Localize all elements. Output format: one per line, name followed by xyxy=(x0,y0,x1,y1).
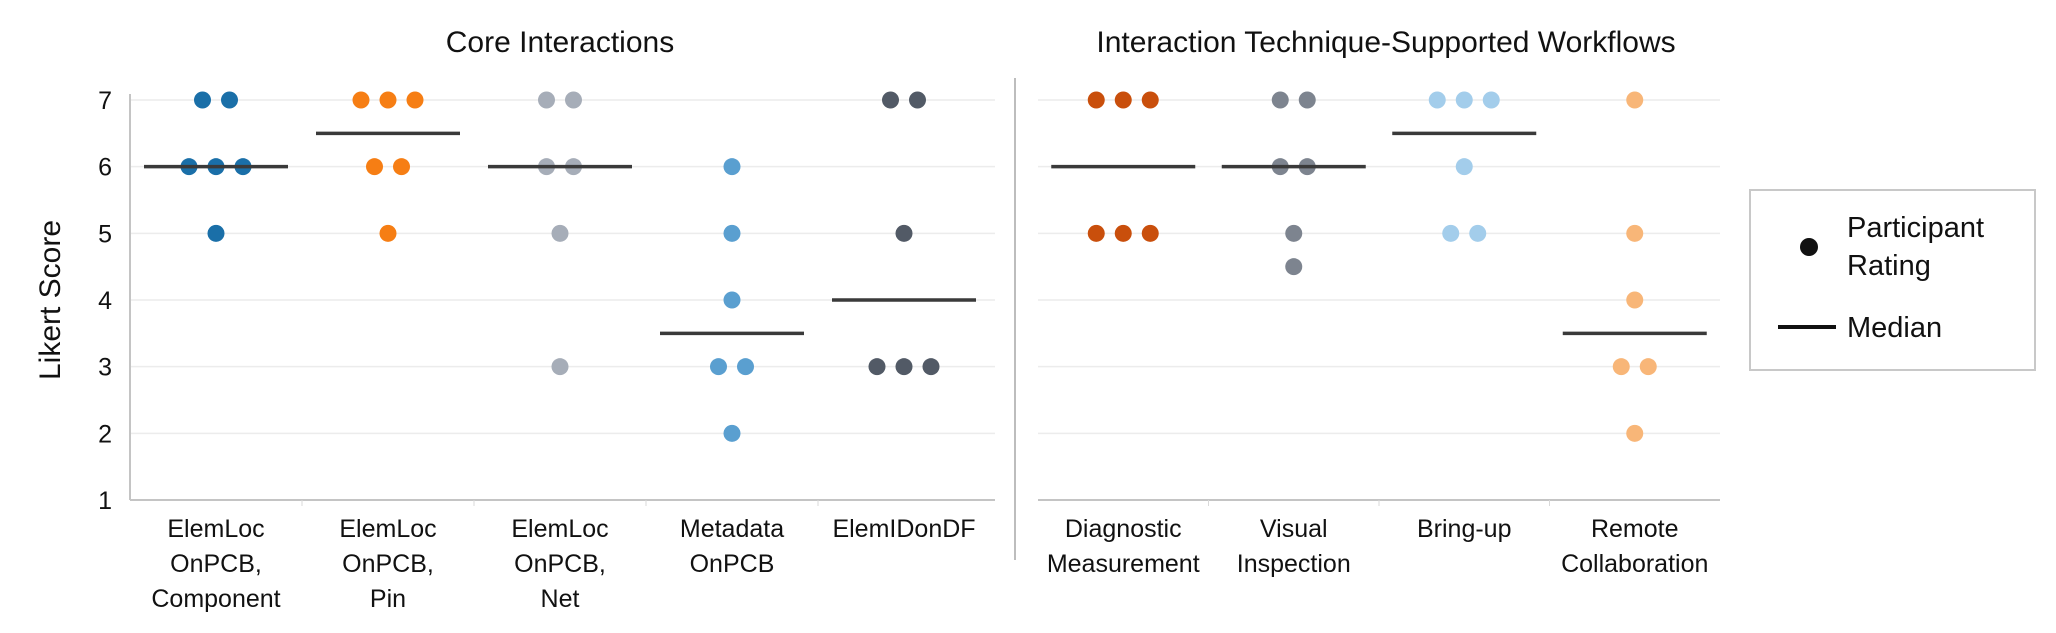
participant-rating-dot xyxy=(379,91,397,109)
category-label: Bring-up xyxy=(1417,515,1512,543)
y-tick-label: 4 xyxy=(98,287,112,315)
participant-rating-dot xyxy=(1469,224,1487,242)
participant-rating-dot xyxy=(895,358,913,376)
category-label: Remote xyxy=(1591,515,1679,543)
category-label: OnPCB, xyxy=(170,550,262,578)
category-label: Diagnostic xyxy=(1065,515,1182,543)
category-label: ElemLoc xyxy=(167,515,264,543)
participant-rating-dot xyxy=(922,358,940,376)
participant-rating-dot xyxy=(868,358,886,376)
participant-rating-dot xyxy=(538,91,555,109)
category-label: OnPCB xyxy=(690,550,775,578)
participant-rating-dot xyxy=(1087,91,1105,109)
category-label: Visual xyxy=(1260,515,1328,543)
participant-rating-dot xyxy=(895,224,913,242)
participant-rating-dot xyxy=(1141,91,1159,109)
panel-title: Interaction Technique-Supported Workflow… xyxy=(1096,26,1675,59)
category-label: OnPCB, xyxy=(342,550,434,578)
legend-label: Rating xyxy=(1847,250,1931,282)
participant-rating-dot xyxy=(406,91,424,109)
participant-rating-dot xyxy=(1141,224,1159,242)
y-tick-label: 3 xyxy=(98,354,112,382)
category-label: ElemLoc xyxy=(511,515,608,543)
category-label: Net xyxy=(541,585,580,613)
participant-rating-dot xyxy=(207,224,225,242)
category-label: ElemIDonDF xyxy=(832,515,975,543)
participant-rating-dot xyxy=(723,158,741,176)
participant-rating-dot xyxy=(723,291,741,309)
participant-rating-dot xyxy=(393,158,410,176)
participant-rating-dot xyxy=(723,224,741,242)
participant-rating-dot xyxy=(352,91,370,109)
category-label: Pin xyxy=(370,585,406,613)
y-tick-label: 6 xyxy=(98,154,112,182)
participant-rating-dot xyxy=(1626,424,1644,442)
participant-rating-dot xyxy=(1482,91,1500,109)
participant-rating-dot xyxy=(737,358,754,376)
participant-rating-dot xyxy=(1285,258,1303,276)
participant-rating-dot xyxy=(882,91,899,109)
participant-rating-dot xyxy=(551,224,569,242)
participant-rating-dot xyxy=(1087,224,1105,242)
participant-rating-dot xyxy=(366,158,383,176)
category-label: Measurement xyxy=(1047,550,1200,578)
y-tick-label: 2 xyxy=(98,420,112,448)
participant-rating-dot xyxy=(1455,91,1473,109)
participant-rating-dot xyxy=(1626,224,1644,242)
participant-rating-dot xyxy=(1455,158,1473,176)
participant-rating-dot xyxy=(1285,224,1303,242)
participant-rating-dot xyxy=(1114,91,1132,109)
y-tick-label: 1 xyxy=(98,487,112,515)
category-label: ElemLoc xyxy=(339,515,436,543)
panel-title: Core Interactions xyxy=(446,26,674,59)
legend-label: Participant xyxy=(1847,212,1984,244)
participant-rating-dot xyxy=(1298,91,1316,109)
participant-rating-dot xyxy=(194,91,211,109)
participant-rating-dot xyxy=(221,91,238,109)
legend-dot-marker xyxy=(1800,238,1818,256)
participant-rating-dot xyxy=(710,358,727,376)
legend-box xyxy=(1749,189,2036,371)
participant-rating-dot xyxy=(1639,358,1657,376)
participant-rating-dot xyxy=(909,91,926,109)
y-tick-label: 5 xyxy=(98,220,112,248)
participant-rating-dot xyxy=(551,358,569,376)
category-label: Component xyxy=(151,585,280,613)
participant-rating-dot xyxy=(1114,224,1132,242)
participant-rating-dot xyxy=(1428,91,1446,109)
category-label: Collaboration xyxy=(1561,550,1708,578)
category-label: OnPCB, xyxy=(514,550,606,578)
y-axis-title: Likert Score xyxy=(34,220,67,380)
participant-rating-dot xyxy=(379,224,397,242)
participant-rating-dot xyxy=(1626,291,1644,309)
category-label: Metadata xyxy=(680,515,784,543)
legend-label: Median xyxy=(1847,312,1942,344)
participant-rating-dot xyxy=(1442,224,1460,242)
participant-rating-dot xyxy=(1271,91,1289,109)
category-label: Inspection xyxy=(1237,550,1351,578)
y-tick-label: 7 xyxy=(98,87,112,115)
participant-rating-dot xyxy=(1612,358,1630,376)
participant-rating-dot xyxy=(565,91,582,109)
participant-rating-dot xyxy=(723,424,741,442)
participant-rating-dot xyxy=(1626,91,1644,109)
